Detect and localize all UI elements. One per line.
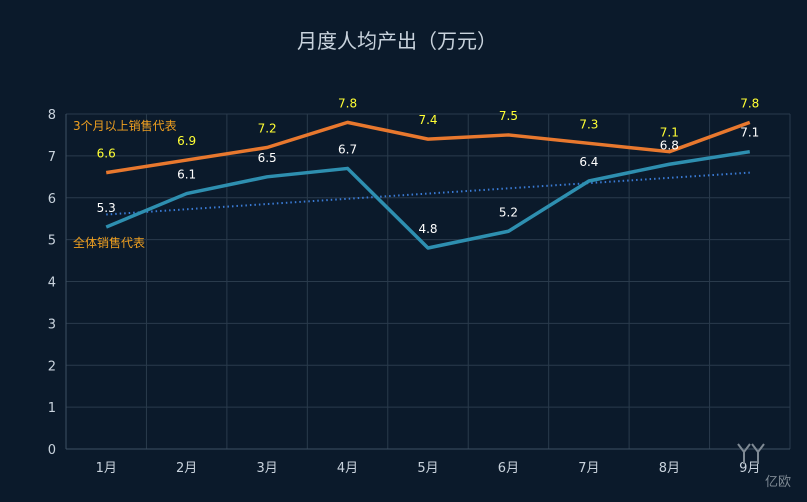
series-line-experienced: [105, 120, 751, 175]
y-tick-label: 3: [48, 317, 56, 332]
x-tick-label: 4月: [337, 461, 358, 476]
data-label-experienced: 6.6: [97, 147, 116, 161]
data-label-all: 6.7: [338, 142, 357, 156]
grid: [65, 113, 791, 449]
watermark-logo-icon: [737, 443, 765, 464]
axes: 0 1 2 3 4 5 6 7 8 1月 2月 3月 4月 5月 6月 7月 8月 9月: [48, 108, 790, 476]
x-tick-label: 7月: [578, 461, 599, 476]
y-tick-label: 5: [48, 234, 56, 249]
data-label-all: 7.1: [740, 126, 759, 140]
data-label-experienced: 7.8: [338, 96, 357, 110]
data-label-all: 5.2: [499, 205, 518, 219]
y-tick-label: 7: [48, 150, 56, 165]
x-tick-label: 1月: [96, 461, 117, 476]
series-lines: [105, 120, 751, 250]
y-tick-label: 0: [48, 443, 56, 458]
data-label-all: 6.8: [660, 138, 679, 152]
x-tick-label: 3月: [256, 461, 277, 476]
trendline-dotted: [106, 171, 750, 216]
data-label-all: 6.4: [579, 155, 598, 169]
y-tick-label: 2: [48, 359, 56, 374]
data-labels: 6.6 6.9 7.2 7.8 7.4 7.5 7.3 7.1 7.8 5.3 6.1 6.5 6.7 4…: [97, 96, 760, 236]
series-line-all: [105, 149, 751, 250]
y-tick-label: 4: [48, 276, 56, 291]
data-label-all: 4.8: [418, 222, 437, 236]
series-label-all: 全体销售代表: [73, 235, 145, 250]
x-tick-label: 8月: [659, 461, 680, 476]
data-label-experienced: 7.4: [418, 113, 437, 127]
watermark-text: 亿欧: [765, 475, 791, 490]
data-label-experienced: 7.2: [258, 122, 277, 136]
data-label-all: 6.5: [258, 151, 277, 165]
y-tick-label: 8: [48, 108, 56, 123]
data-label-experienced: 7.1: [660, 126, 679, 140]
chart-title: 月度人均产出（万元）: [297, 29, 497, 53]
data-label-experienced: 7.5: [499, 109, 518, 123]
data-label-experienced: 7.3: [579, 117, 598, 131]
x-tick-label: 6月: [498, 461, 519, 476]
data-label-all: 5.3: [97, 201, 116, 215]
y-tick-label: 1: [48, 401, 56, 416]
x-tick-label: 2月: [176, 461, 197, 476]
trendline: [106, 171, 750, 216]
y-tick-label: 6: [48, 192, 56, 207]
x-tick-label: 9月: [739, 461, 760, 476]
data-label-experienced: 6.9: [177, 134, 196, 148]
data-label-experienced: 7.8: [740, 96, 759, 110]
x-tick-label: 5月: [417, 461, 438, 476]
data-label-all: 6.1: [177, 168, 196, 182]
series-label-experienced: 3个月以上销售代表: [73, 118, 177, 133]
watermark: 亿欧: [737, 443, 791, 490]
